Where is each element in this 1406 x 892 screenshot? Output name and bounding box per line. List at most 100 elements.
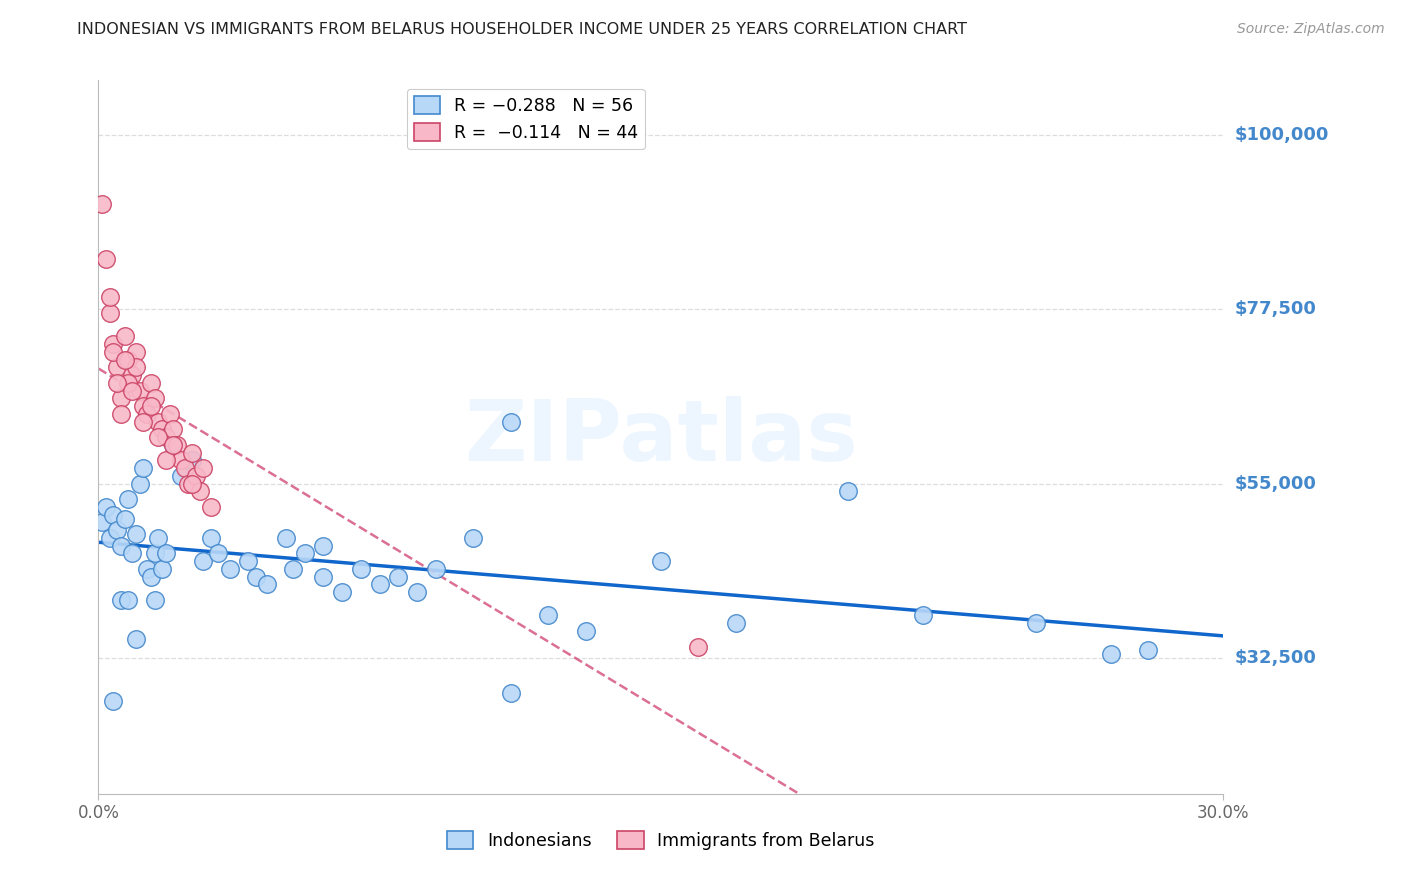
Legend: Indonesians, Immigrants from Belarus: Indonesians, Immigrants from Belarus — [440, 824, 882, 856]
Point — [162, 438, 184, 452]
Point — [114, 352, 136, 367]
Point — [94, 252, 117, 266]
Point — [1025, 616, 1047, 631]
Point — [245, 570, 267, 584]
Point — [128, 384, 150, 398]
Point — [103, 694, 125, 708]
Point — [200, 500, 222, 514]
Point — [181, 453, 204, 467]
Point — [499, 686, 522, 700]
Point — [150, 562, 173, 576]
Text: $77,500: $77,500 — [1234, 300, 1316, 318]
Point — [155, 546, 177, 560]
Point — [125, 632, 148, 646]
Point — [105, 360, 128, 375]
Point — [110, 593, 132, 607]
Point — [912, 608, 935, 623]
Point — [121, 384, 143, 398]
Point — [103, 344, 125, 359]
Point — [294, 546, 316, 560]
Point — [159, 407, 181, 421]
Point — [200, 531, 222, 545]
Point — [148, 531, 170, 545]
Point — [143, 593, 166, 607]
Point — [181, 445, 204, 459]
Point — [162, 422, 184, 436]
Point — [688, 640, 710, 654]
Point — [150, 422, 173, 436]
Point — [143, 546, 166, 560]
Point — [110, 407, 132, 421]
Point — [218, 562, 240, 576]
Point — [139, 570, 162, 584]
Point — [121, 368, 143, 382]
Point — [125, 527, 148, 541]
Point — [132, 461, 155, 475]
Point — [128, 476, 150, 491]
Point — [1137, 643, 1160, 657]
Point — [425, 562, 447, 576]
Point — [155, 430, 177, 444]
Point — [837, 484, 859, 499]
Point — [283, 562, 305, 576]
Point — [350, 562, 373, 576]
Point — [207, 546, 229, 560]
Point — [117, 492, 139, 507]
Point — [650, 554, 672, 568]
Text: INDONESIAN VS IMMIGRANTS FROM BELARUS HOUSEHOLDER INCOME UNDER 25 YEARS CORRELAT: INDONESIAN VS IMMIGRANTS FROM BELARUS HO… — [77, 22, 967, 37]
Point — [98, 290, 121, 304]
Point — [184, 468, 207, 483]
Point — [463, 531, 485, 545]
Point — [117, 593, 139, 607]
Point — [98, 531, 121, 545]
Point — [162, 438, 184, 452]
Point — [193, 554, 215, 568]
Point — [256, 577, 278, 591]
Point — [724, 616, 747, 631]
Point — [387, 570, 409, 584]
Point — [110, 539, 132, 553]
Point — [499, 415, 522, 429]
Text: $55,000: $55,000 — [1234, 475, 1316, 492]
Point — [170, 468, 193, 483]
Point — [181, 476, 204, 491]
Point — [166, 438, 188, 452]
Point — [136, 407, 159, 421]
Point — [103, 337, 125, 351]
Point — [110, 392, 132, 406]
Point — [537, 608, 560, 623]
Point — [132, 399, 155, 413]
Point — [143, 392, 166, 406]
Point — [91, 516, 114, 530]
Text: Source: ZipAtlas.com: Source: ZipAtlas.com — [1237, 22, 1385, 37]
Point — [368, 577, 391, 591]
Text: ZIPatlas: ZIPatlas — [464, 395, 858, 479]
Text: $100,000: $100,000 — [1234, 126, 1329, 144]
Point — [155, 453, 177, 467]
Point — [125, 344, 148, 359]
Point — [105, 376, 128, 390]
Point — [575, 624, 598, 638]
Text: $32,500: $32,500 — [1234, 649, 1316, 667]
Point — [105, 523, 128, 537]
Point — [139, 376, 162, 390]
Point — [117, 376, 139, 390]
Point — [117, 352, 139, 367]
Point — [238, 554, 260, 568]
Point — [173, 461, 195, 475]
Point — [312, 539, 335, 553]
Point — [148, 415, 170, 429]
Point — [121, 546, 143, 560]
Point — [98, 306, 121, 320]
Point — [177, 476, 200, 491]
Point — [114, 511, 136, 525]
Point — [94, 500, 117, 514]
Point — [330, 585, 353, 599]
Point — [91, 197, 114, 211]
Point — [193, 461, 215, 475]
Point — [103, 508, 125, 522]
Point — [1099, 647, 1122, 661]
Point — [312, 570, 335, 584]
Point — [125, 360, 148, 375]
Point — [188, 484, 211, 499]
